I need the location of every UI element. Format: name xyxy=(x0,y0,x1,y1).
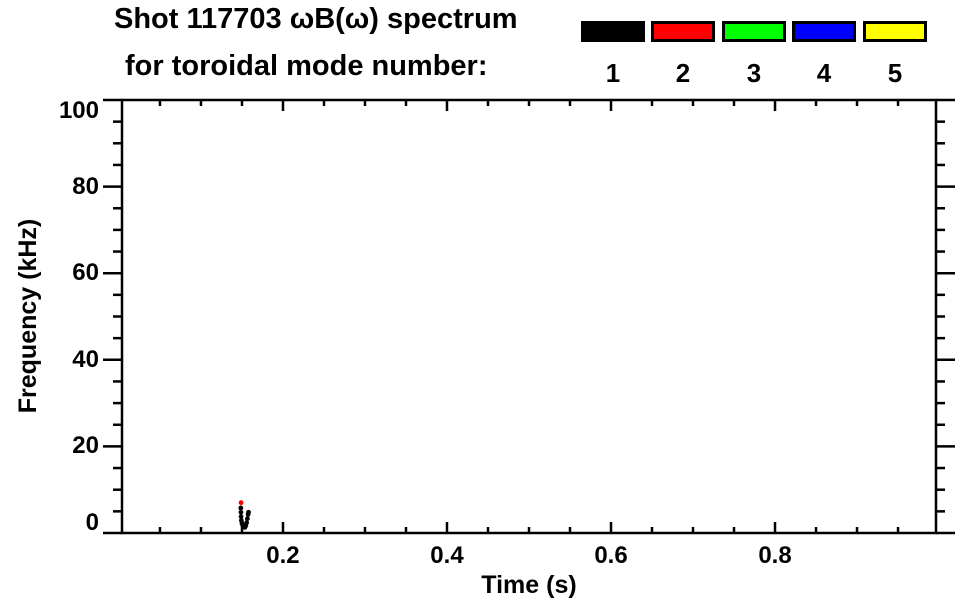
legend-label-mode-3: 3 xyxy=(746,58,762,88)
data-point-mode-1 xyxy=(238,505,244,511)
x-tick-label: 0.2 xyxy=(266,542,300,569)
legend-label-mode-4: 4 xyxy=(816,58,832,88)
x-axis-title: Time (s) xyxy=(481,571,577,599)
chart-title-line2: for toroidal mode number: xyxy=(125,50,488,82)
legend-swatch-mode-5 xyxy=(863,21,927,42)
data-point-mode-1 xyxy=(238,514,244,519)
legend-label-mode-5: 5 xyxy=(887,58,903,88)
data-point-mode-1 xyxy=(244,516,250,522)
axes-box xyxy=(120,98,938,535)
chart-title-line1: Shot 117703 ωB(ω) spectrum xyxy=(114,3,518,35)
legend-label-mode-1: 1 xyxy=(605,58,621,88)
y-tick-label: 40 xyxy=(72,345,99,373)
data-point-mode-1 xyxy=(244,520,250,526)
y-tick-label: 20 xyxy=(72,432,99,460)
y-axis-title: Frequency (kHz) xyxy=(14,218,42,414)
legend-label-mode-2: 2 xyxy=(675,58,691,88)
legend-swatch-mode-3 xyxy=(722,21,786,42)
y-tick-label: 100 xyxy=(58,97,99,124)
data-point-mode-1 xyxy=(246,509,251,515)
y-tick-label: 60 xyxy=(72,259,99,287)
x-tick-label: 0.8 xyxy=(758,542,792,569)
data-point-mode-1 xyxy=(238,509,244,515)
y-tick-label: 80 xyxy=(72,172,99,200)
x-tick-label: 0.6 xyxy=(594,542,628,569)
legend-swatch-mode-2 xyxy=(651,21,715,42)
legend-swatch-mode-4 xyxy=(792,21,856,42)
y-tick-label: 0 xyxy=(85,509,99,536)
legend-swatch-mode-1 xyxy=(581,21,645,42)
x-tick-label: 0.4 xyxy=(430,542,464,569)
data-point-mode-2 xyxy=(238,500,244,506)
